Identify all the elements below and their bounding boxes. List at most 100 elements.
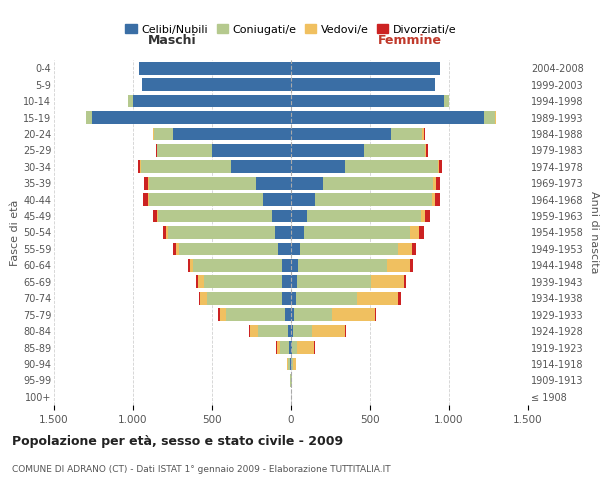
Bar — [425, 210, 430, 222]
Bar — [281, 259, 291, 272]
Bar — [154, 128, 173, 140]
Bar — [284, 308, 291, 321]
Bar — [280, 341, 289, 354]
Bar — [173, 128, 291, 140]
Bar — [199, 292, 200, 304]
Bar — [258, 324, 288, 338]
Bar — [141, 160, 231, 173]
Bar — [323, 177, 433, 190]
Bar — [304, 226, 409, 239]
Bar — [153, 128, 154, 140]
Bar — [250, 324, 258, 338]
Bar — [144, 177, 148, 190]
Bar — [272, 210, 291, 222]
Bar — [410, 259, 413, 272]
Bar — [398, 242, 412, 256]
Bar — [296, 341, 314, 354]
Bar — [291, 144, 364, 157]
Bar — [299, 242, 398, 256]
Bar — [435, 193, 440, 206]
Bar — [398, 292, 401, 304]
Bar — [291, 177, 323, 190]
Bar — [128, 94, 133, 108]
Bar — [311, 324, 345, 338]
Bar — [168, 226, 275, 239]
Bar — [404, 276, 406, 288]
Bar — [296, 292, 358, 304]
Bar — [426, 144, 428, 157]
Bar — [218, 308, 220, 321]
Bar — [439, 160, 442, 173]
Bar — [133, 94, 291, 108]
Bar — [314, 341, 315, 354]
Bar — [289, 341, 291, 354]
Bar — [143, 193, 148, 206]
Bar — [291, 193, 314, 206]
Bar — [148, 193, 149, 206]
Legend: Celibi/Nubili, Coniugati/e, Vedovi/e, Divorziati/e: Celibi/Nubili, Coniugati/e, Vedovi/e, Di… — [125, 24, 457, 34]
Bar — [291, 111, 484, 124]
Bar — [307, 210, 421, 222]
Bar — [371, 276, 404, 288]
Bar — [153, 210, 157, 222]
Bar — [291, 324, 293, 338]
Bar — [291, 128, 391, 140]
Bar — [291, 94, 444, 108]
Bar — [436, 177, 440, 190]
Bar — [386, 259, 410, 272]
Bar — [176, 242, 179, 256]
Bar — [190, 259, 193, 272]
Bar — [409, 226, 419, 239]
Bar — [188, 259, 190, 272]
Bar — [424, 128, 425, 140]
Bar — [148, 177, 149, 190]
Bar — [86, 111, 92, 124]
Bar — [332, 308, 375, 321]
Bar — [163, 226, 166, 239]
Bar — [149, 193, 263, 206]
Bar — [220, 308, 226, 321]
Bar — [425, 144, 426, 157]
Bar — [281, 276, 291, 288]
Bar — [207, 292, 281, 304]
Bar — [200, 292, 207, 304]
Bar — [314, 193, 431, 206]
Bar — [358, 292, 398, 304]
Bar — [157, 210, 158, 222]
Text: COMUNE DI ADRANO (CT) - Dati ISTAT 1° gennaio 2009 - Elaborazione TUTTITALIA.IT: COMUNE DI ADRANO (CT) - Dati ISTAT 1° ge… — [12, 465, 391, 474]
Bar — [431, 193, 435, 206]
Bar — [291, 276, 296, 288]
Bar — [204, 276, 281, 288]
Bar — [138, 160, 140, 173]
Bar — [288, 358, 290, 370]
Bar — [438, 160, 439, 173]
Bar — [277, 341, 280, 354]
Bar — [249, 324, 250, 338]
Text: Femmine: Femmine — [377, 34, 442, 47]
Bar — [291, 242, 299, 256]
Bar — [157, 144, 212, 157]
Bar — [291, 62, 440, 74]
Bar — [193, 259, 281, 272]
Bar — [433, 177, 436, 190]
Bar — [142, 78, 291, 91]
Bar — [231, 160, 291, 173]
Bar — [444, 94, 449, 108]
Bar — [419, 226, 424, 239]
Bar — [291, 160, 345, 173]
Bar — [198, 276, 204, 288]
Bar — [291, 308, 294, 321]
Bar — [291, 226, 304, 239]
Bar — [422, 128, 424, 140]
Bar — [263, 193, 291, 206]
Y-axis label: Fasce di età: Fasce di età — [10, 200, 20, 266]
Bar — [293, 324, 311, 338]
Y-axis label: Anni di nascita: Anni di nascita — [589, 191, 599, 274]
Bar — [291, 292, 296, 304]
Bar — [276, 341, 277, 354]
Bar — [158, 210, 272, 222]
Bar — [291, 78, 435, 91]
Bar — [226, 308, 284, 321]
Text: Maschi: Maschi — [148, 34, 197, 47]
Bar — [291, 341, 292, 354]
